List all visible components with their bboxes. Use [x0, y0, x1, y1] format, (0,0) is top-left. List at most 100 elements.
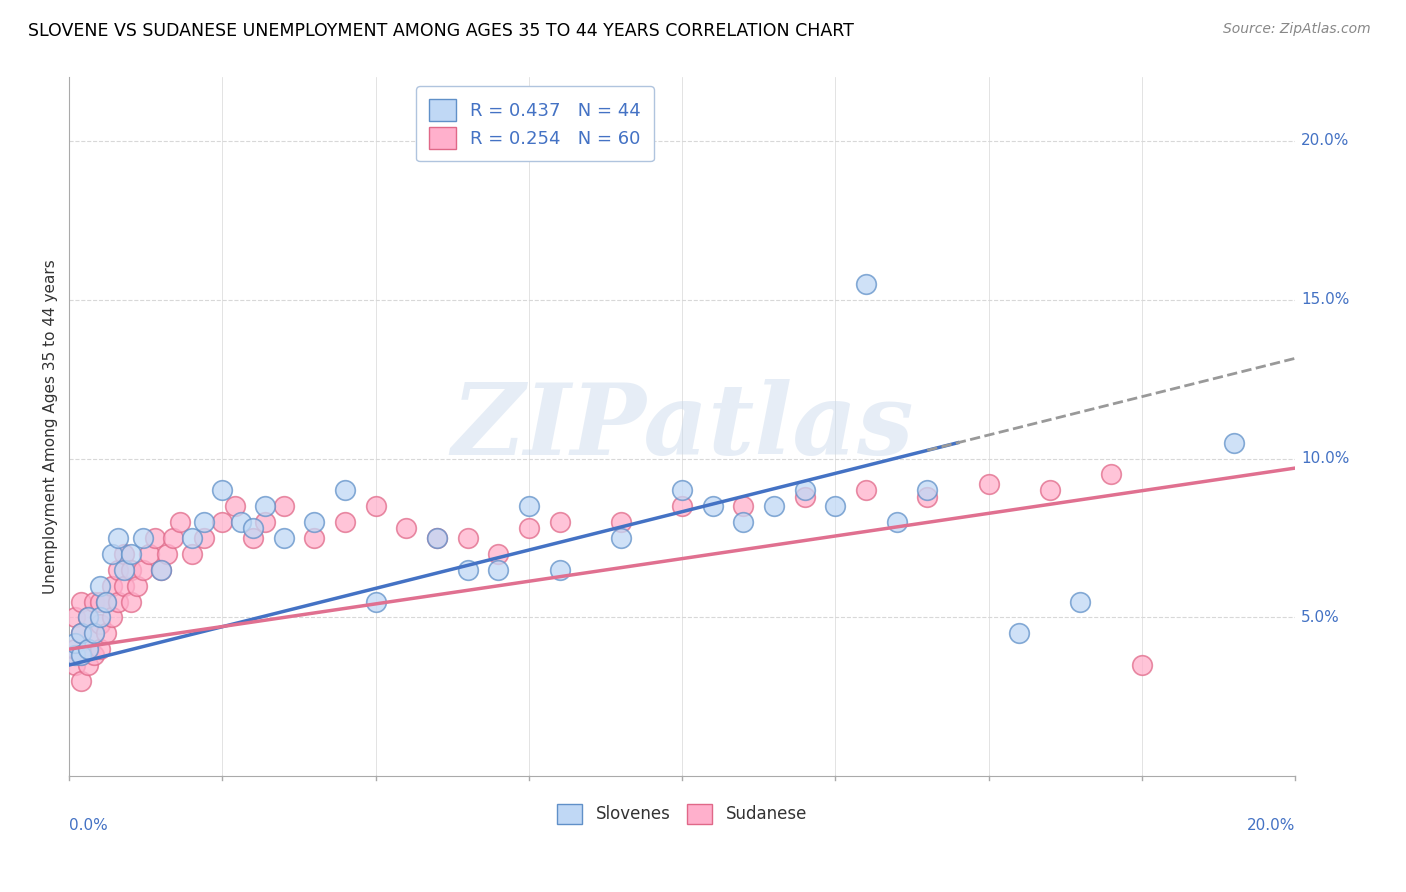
Point — [1099, 467, 1122, 482]
Point — [112, 579, 135, 593]
Point — [793, 483, 815, 498]
Point — [457, 531, 479, 545]
Point — [702, 500, 724, 514]
Point — [83, 594, 105, 608]
Point — [273, 531, 295, 545]
Point — [254, 500, 277, 514]
Point — [94, 594, 117, 608]
Point — [1008, 626, 1031, 640]
Point — [125, 579, 148, 593]
Point — [610, 515, 633, 529]
Point — [94, 594, 117, 608]
Point — [364, 594, 387, 608]
Point — [65, 636, 87, 650]
Point — [242, 531, 264, 545]
Point — [793, 490, 815, 504]
Point — [65, 642, 87, 657]
Point — [162, 531, 184, 545]
Point — [150, 563, 173, 577]
Point — [65, 610, 87, 624]
Point — [242, 521, 264, 535]
Point — [193, 515, 215, 529]
Point — [193, 531, 215, 545]
Point — [426, 531, 449, 545]
Point — [671, 500, 693, 514]
Point — [917, 490, 939, 504]
Point — [70, 626, 93, 640]
Point — [120, 594, 142, 608]
Point — [83, 648, 105, 663]
Point — [1069, 594, 1091, 608]
Point — [89, 594, 111, 608]
Text: 20.0%: 20.0% — [1301, 134, 1350, 148]
Point — [671, 483, 693, 498]
Point — [107, 531, 129, 545]
Point — [304, 515, 326, 529]
Point — [273, 500, 295, 514]
Point — [517, 521, 540, 535]
Point — [132, 563, 155, 577]
Point — [76, 610, 98, 624]
Point — [112, 547, 135, 561]
Point — [76, 610, 98, 624]
Point — [211, 515, 233, 529]
Point — [333, 515, 356, 529]
Point — [548, 563, 571, 577]
Text: 15.0%: 15.0% — [1301, 293, 1350, 307]
Point — [101, 610, 124, 624]
Point — [733, 500, 755, 514]
Point — [395, 521, 418, 535]
Point — [1039, 483, 1062, 498]
Point — [855, 483, 877, 498]
Point — [763, 500, 786, 514]
Point — [733, 515, 755, 529]
Point — [70, 673, 93, 688]
Point — [76, 642, 98, 657]
Point — [610, 531, 633, 545]
Point — [70, 626, 93, 640]
Point — [254, 515, 277, 529]
Point — [180, 547, 202, 561]
Point — [364, 500, 387, 514]
Point — [112, 563, 135, 577]
Point — [1222, 435, 1244, 450]
Text: 10.0%: 10.0% — [1301, 451, 1350, 467]
Point — [169, 515, 191, 529]
Point — [457, 563, 479, 577]
Text: Source: ZipAtlas.com: Source: ZipAtlas.com — [1223, 22, 1371, 37]
Point — [824, 500, 846, 514]
Point — [229, 515, 252, 529]
Point — [94, 626, 117, 640]
Text: ZIPatlas: ZIPatlas — [451, 378, 914, 475]
Text: SLOVENE VS SUDANESE UNEMPLOYMENT AMONG AGES 35 TO 44 YEARS CORRELATION CHART: SLOVENE VS SUDANESE UNEMPLOYMENT AMONG A… — [28, 22, 853, 40]
Point — [855, 277, 877, 291]
Text: 0.0%: 0.0% — [69, 818, 108, 833]
Point — [917, 483, 939, 498]
Point — [83, 626, 105, 640]
Point — [76, 642, 98, 657]
Point — [70, 594, 93, 608]
Y-axis label: Unemployment Among Ages 35 to 44 years: Unemployment Among Ages 35 to 44 years — [44, 260, 58, 594]
Point — [886, 515, 908, 529]
Point — [65, 658, 87, 673]
Point — [224, 500, 246, 514]
Point — [180, 531, 202, 545]
Text: 5.0%: 5.0% — [1301, 610, 1340, 625]
Point — [76, 658, 98, 673]
Point — [89, 642, 111, 657]
Point — [107, 594, 129, 608]
Point — [143, 531, 166, 545]
Point — [89, 610, 111, 624]
Point — [107, 563, 129, 577]
Point — [304, 531, 326, 545]
Point — [132, 531, 155, 545]
Point — [65, 648, 87, 663]
Text: 20.0%: 20.0% — [1247, 818, 1295, 833]
Point — [138, 547, 160, 561]
Point — [426, 531, 449, 545]
Point — [486, 547, 509, 561]
Legend: Slovenes, Sudanese: Slovenes, Sudanese — [551, 797, 814, 830]
Point — [120, 547, 142, 561]
Point — [486, 563, 509, 577]
Point — [83, 626, 105, 640]
